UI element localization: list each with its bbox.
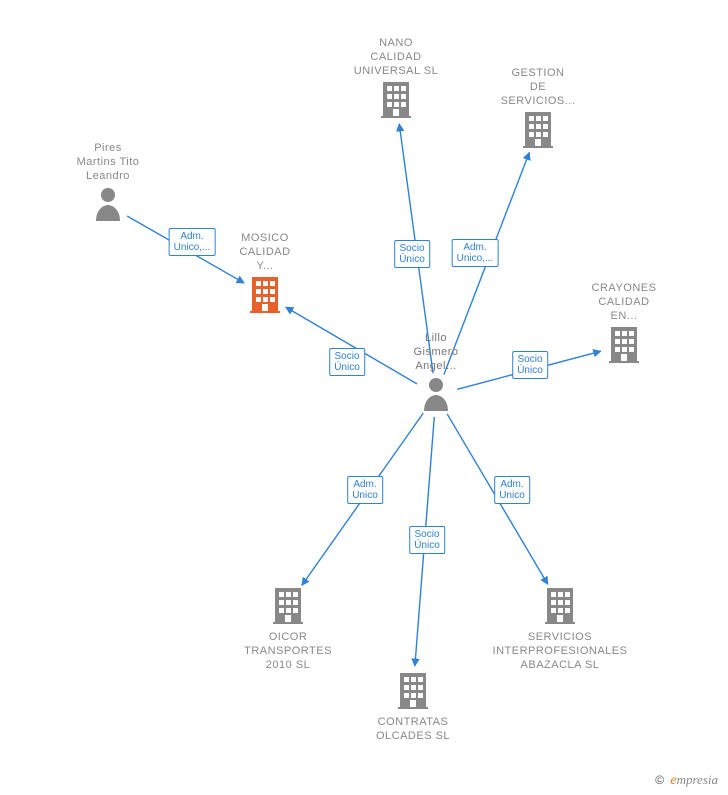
node-label-gestion[interactable]: GESTION DE SERVICIOS...: [501, 67, 576, 108]
edge-label-lillo-oicor[interactable]: Adm. Unico: [347, 476, 383, 504]
node-label-contratas[interactable]: CONTRATAS OLCADES SL: [376, 716, 450, 744]
node-label-nano[interactable]: NANO CALIDAD UNIVERSAL SL: [354, 37, 438, 78]
edge-label-lillo-contratas[interactable]: Socio Único: [409, 526, 445, 554]
person-icon[interactable]: [420, 375, 452, 416]
relationship-graph: [0, 0, 728, 795]
building-icon[interactable]: [248, 275, 282, 318]
building-icon[interactable]: [396, 671, 430, 714]
node-label-crayones[interactable]: CRAYONES CALIDAD EN...: [592, 282, 657, 323]
building-icon[interactable]: [607, 325, 641, 368]
building-icon[interactable]: [271, 586, 305, 629]
building-icon[interactable]: [543, 586, 577, 629]
edge-label-pires-mosico[interactable]: Adm. Unico,...: [169, 228, 216, 256]
node-label-oicor[interactable]: OICOR TRANSPORTES 2010 SL: [244, 631, 332, 672]
copyright-symbol: ©: [655, 773, 664, 787]
node-label-servicios[interactable]: SERVICIOS INTERPROFESIONALES ABAZACLA SL: [493, 631, 628, 672]
brand-logo-rest: mpresia: [677, 772, 718, 787]
edge-label-lillo-mosico[interactable]: Socio Único: [329, 348, 365, 376]
edge-label-lillo-servicios[interactable]: Adm. Unico: [494, 476, 530, 504]
node-label-mosico[interactable]: MOSICO CALIDAD Y...: [239, 232, 290, 273]
edge-label-lillo-gestion[interactable]: Adm. Unico,...: [452, 239, 499, 267]
node-label-lillo[interactable]: Lillo Gismero Angel...: [413, 332, 458, 373]
edge-label-lillo-nano[interactable]: Socio Único: [394, 240, 430, 268]
person-icon[interactable]: [92, 185, 124, 226]
node-label-pires[interactable]: Pires Martins Tito Leandro: [77, 142, 140, 183]
building-icon[interactable]: [521, 110, 555, 153]
footer-attribution: © empresia: [655, 772, 718, 789]
building-icon[interactable]: [379, 80, 413, 123]
edge-label-lillo-crayones[interactable]: Socio Único: [512, 351, 548, 379]
